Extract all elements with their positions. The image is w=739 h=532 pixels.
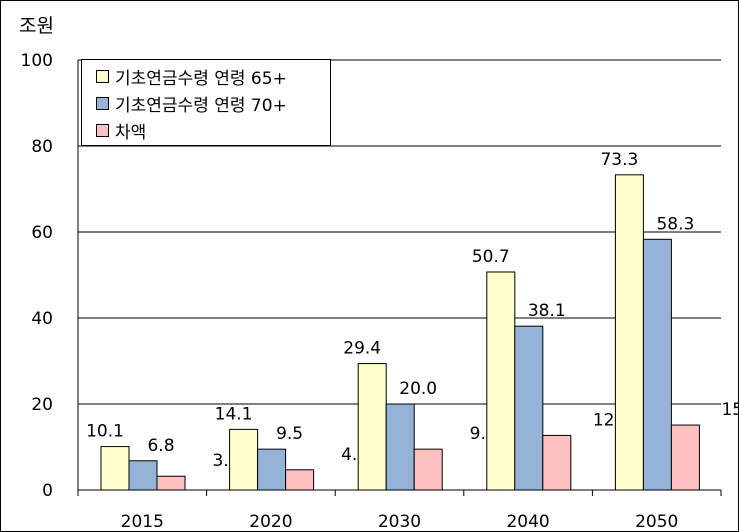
legend-label-diff: 차액	[115, 122, 147, 143]
data-label-65-2050: 73.3	[600, 150, 638, 170]
bar-70-2040	[514, 325, 544, 491]
data-label-65-2020: 14.1	[215, 404, 253, 424]
legend-item-65: 기초연금수령 연령 65+	[96, 64, 287, 89]
bar-diff-2040	[542, 434, 572, 491]
bar-65-2020	[229, 428, 259, 491]
x-tick-label-2015: 2015	[121, 512, 164, 531]
data-label-70-2030: 20.0	[399, 379, 437, 399]
data-label-70-2040: 38.1	[528, 301, 566, 321]
legend-swatch-diff	[96, 123, 109, 137]
y-tick-label: 0	[42, 481, 53, 501]
bar-diff-2020	[285, 469, 315, 491]
y-tick-label: 40	[31, 309, 53, 329]
bar-diff-2030	[413, 448, 443, 491]
y-tick-label: 60	[31, 223, 53, 243]
x-tick-label-2040: 2040	[506, 512, 549, 531]
x-tick-label-2050: 2050	[635, 512, 678, 531]
data-label-65-2030: 29.4	[343, 339, 381, 359]
legend-swatch-65	[96, 69, 109, 83]
data-label-70-2015: 6.8	[147, 436, 174, 456]
data-label-70-2020: 9.5	[276, 424, 303, 444]
y-tick-label: 80	[31, 137, 53, 157]
bar-65-2050	[614, 174, 644, 491]
bar-70-2050	[642, 238, 672, 491]
bar-65-2030	[357, 363, 387, 491]
legend: 기초연금수령 연령 65+ 기초연금수령 연령 70+ 차액	[81, 59, 331, 146]
legend-item-70: 기초연금수령 연령 70+	[96, 91, 287, 116]
data-label-65-2015: 10.1	[86, 422, 124, 442]
data-label-diff-2050: 15.1	[721, 400, 738, 420]
legend-label-70: 기초연금수령 연령 70+	[115, 95, 287, 116]
bar-70-2030	[385, 403, 415, 491]
bar-diff-2015	[156, 475, 186, 491]
unit-label: 조원	[19, 15, 54, 37]
bar-65-2040	[486, 271, 516, 491]
bar-diff-2050	[670, 424, 700, 491]
bar-70-2015	[128, 460, 158, 491]
y-tick-label: 20	[31, 395, 53, 415]
x-tick-label-2030: 2030	[378, 512, 421, 531]
data-label-65-2040: 50.7	[472, 247, 510, 267]
legend-label-65: 기초연금수령 연령 65+	[115, 68, 287, 89]
legend-swatch-70	[96, 96, 109, 110]
x-tick-label-2020: 2020	[249, 512, 292, 531]
y-tick-label: 100	[21, 51, 53, 71]
bar-70-2020	[257, 448, 287, 491]
legend-item-diff: 차액	[96, 118, 147, 143]
bar-65-2015	[100, 446, 130, 491]
data-label-70-2050: 58.3	[656, 214, 694, 234]
